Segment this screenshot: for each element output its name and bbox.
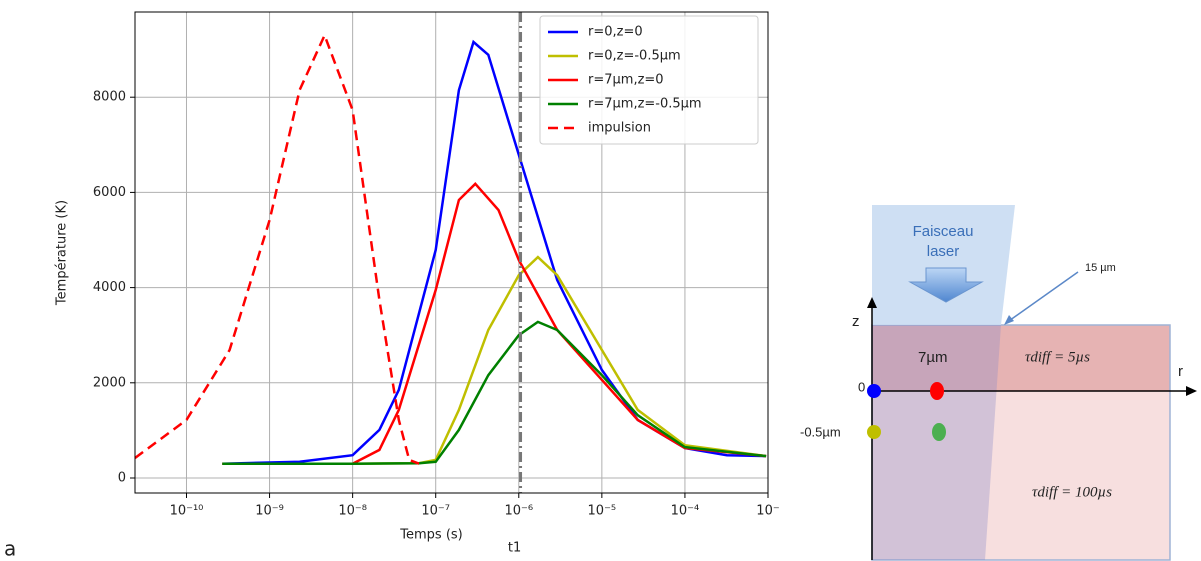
point-red [930, 382, 944, 400]
tau-top: τdiff = 5µs [1025, 349, 1090, 365]
r-label: r [1178, 363, 1183, 380]
point-yellow [867, 425, 881, 439]
diagram: Faisceau laser 15 µm z r 7µm τdiff = 5µs … [800, 205, 1197, 561]
series-line [222, 181, 767, 465]
y-tick-label: 8000 [93, 90, 126, 105]
bottom-layer [872, 391, 1170, 560]
r-arrowhead [1186, 386, 1197, 396]
point-blue [867, 384, 881, 398]
legend-label: r=7µm,z=0 [588, 73, 664, 88]
x-tick-label: 10⁻⁹ [255, 504, 284, 519]
panel-label: a [4, 537, 16, 561]
z-label: z [852, 313, 860, 330]
x-tick-label: 10⁻⁸ [338, 504, 367, 519]
pointer [1005, 271, 1079, 324]
y-axis-label: Température (K) [55, 200, 70, 306]
beam-arrow [908, 267, 984, 303]
beam-label: Faisceau laser [913, 223, 974, 260]
depth-1: -0.5µm [800, 424, 841, 439]
chart: 10⁻¹⁰ 10⁻⁹ 10⁻⁸ 10⁻⁷ 10⁻⁶ 10⁻⁵ 10⁻⁴ 10⁻ 0 2000 400… [55, 11, 780, 556]
radius-label: 7µm [918, 349, 947, 366]
beam-in-sample [872, 325, 1001, 560]
point-green [932, 423, 946, 441]
y-tick-label: 4000 [93, 280, 126, 295]
top-layer [872, 325, 1170, 391]
tau-bottom: τdiff = 100µs [1032, 484, 1112, 500]
legend-label: r=0,z=0 [588, 25, 643, 40]
x-tick-label: 10⁻⁶ [504, 504, 533, 519]
legend-label: r=0,z=-0.5µm [588, 49, 681, 64]
beam-width-label: 15 µm [1085, 262, 1116, 274]
y-tick-label: 6000 [93, 185, 126, 200]
legend-box [539, 15, 759, 145]
y-tick-label: 2000 [93, 375, 126, 390]
x-tick-label: 10⁻⁴ [671, 504, 700, 519]
pointer-head [1004, 315, 1014, 325]
x-tick-label: 10⁻⁵ [588, 504, 617, 519]
series-line [134, 32, 420, 465]
plot-frame [134, 11, 769, 494]
beam [872, 205, 1015, 325]
depth-0: 0 [858, 379, 865, 394]
z-arrowhead [867, 297, 877, 308]
x-tick-label: 10⁻¹⁰ [170, 504, 204, 519]
x-tick-label: 10⁻⁷ [421, 504, 450, 519]
x-tick-label: 10⁻ [756, 504, 779, 519]
legend-label: r=7µm,z=-0.5µm [588, 97, 702, 112]
x-axis-label: Temps (s) [399, 528, 462, 543]
legend-label: impulsion [588, 121, 651, 136]
vline-label: t1 [508, 541, 521, 556]
y-tick-label: 0 [118, 471, 126, 486]
